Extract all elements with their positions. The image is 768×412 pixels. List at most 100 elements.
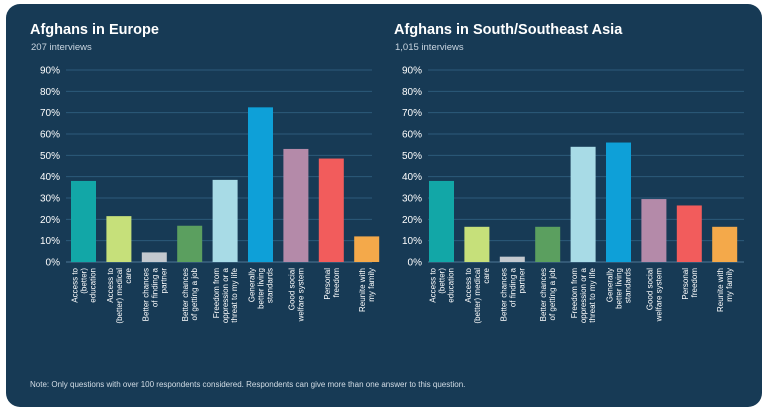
europe-x-tick-label-line: Better chances — [181, 268, 190, 321]
europe-x-tick-label: Access to (better) education — [71, 267, 98, 302]
europe-y-tick-label: 0% — [46, 258, 61, 269]
asia-x-tick-label: Freedom from oppression or a threat to my … — [570, 267, 597, 323]
asia-y-tick-label: 80% — [402, 87, 422, 98]
asia-y-tick-label: 0% — [408, 258, 423, 269]
asia-x-tick-label-line: freedom — [690, 268, 699, 298]
europe-x-tick-label-line: oppression or a — [221, 267, 230, 323]
europe-x-tick-label-line: Access to — [106, 267, 115, 302]
asia-x-tick-label-line: education — [447, 268, 456, 303]
asia-x-tick-label: Better chances of finding a partner — [499, 267, 526, 321]
asia-x-tick-label-line: Access to — [464, 267, 473, 302]
europe-bar-6 — [248, 107, 273, 262]
asia-bar-7 — [641, 199, 667, 262]
europe-y-tick-label: 60% — [40, 130, 60, 141]
asia-chart-title: Afghans in South/Southeast Asia — [394, 22, 623, 38]
footnote: Note: Only questions with over 100 respo… — [30, 380, 466, 389]
asia-bar-8 — [676, 205, 702, 262]
asia-x-tick-label: Good social welfare system — [645, 268, 663, 323]
europe-bar-1 — [71, 180, 96, 262]
asia-y-tick-label: 10% — [402, 236, 422, 247]
asia-x-tick-label-line: oppression or a — [579, 267, 588, 323]
europe-y-tick-label: 30% — [40, 194, 60, 205]
asia-x-tick-label: Personal freedom — [681, 268, 699, 300]
europe-y-tick-label: 10% — [40, 236, 60, 247]
asia-x-tick-label-line: Freedom from — [570, 268, 579, 319]
asia-bar-chart: 0%10%20%30%40%50%60%70%80%90%Access to (b… — [402, 66, 744, 324]
europe-y-tick-label: 70% — [40, 108, 60, 119]
europe-bar-9 — [354, 236, 380, 262]
asia-x-tick-label-line: (better) — [438, 268, 447, 294]
asia-bar-4 — [535, 226, 561, 262]
europe-x-tick-label-line: Generally — [248, 268, 257, 302]
europe-bar-3 — [141, 252, 167, 262]
asia-bar-2 — [464, 226, 490, 262]
asia-y-tick-label: 90% — [402, 66, 422, 77]
europe-x-tick-label-line: standards — [266, 268, 275, 303]
europe-x-tick-label-line: Access to — [71, 267, 80, 302]
europe-x-tick-label-line: freedom — [332, 268, 341, 298]
europe-bar-7 — [283, 148, 309, 262]
asia-x-tick-label-line: Access to — [429, 267, 438, 302]
asia-x-tick-label-line: threat to my life — [588, 267, 597, 322]
asia-bar-1 — [429, 180, 454, 262]
asia-x-tick-label-line: Reunite with — [716, 268, 725, 312]
europe-x-tick-label: Generally better living standards — [248, 268, 275, 309]
asia-y-tick-label: 40% — [402, 172, 422, 183]
europe-x-tick-label-line: threat to my life — [230, 267, 239, 322]
europe-x-tick-label: Freedom from oppression or a threat to my … — [212, 267, 239, 323]
asia-x-tick-label-line: Good social — [645, 268, 654, 310]
asia-x-tick-label-line: of finding a — [508, 267, 517, 307]
europe-x-tick-label: Better chances of getting a job — [181, 267, 199, 321]
asia-x-tick-label-line: Better chances — [499, 268, 508, 321]
asia-x-tick-label-line: partner — [517, 268, 526, 294]
asia-x-tick-label-line: Personal — [681, 268, 690, 300]
europe-x-tick-label-line: (better) — [80, 268, 89, 294]
europe-x-tick-label-line: Good social — [287, 268, 296, 310]
europe-y-tick-label: 40% — [40, 172, 60, 183]
europe-bar-2 — [106, 216, 132, 262]
asia-x-tick-label-line: of getting a job — [548, 267, 557, 320]
europe-x-tick-label-line: Reunite with — [358, 268, 367, 312]
europe-x-tick-label-line: care — [124, 267, 133, 283]
asia-y-tick-label: 20% — [402, 215, 422, 226]
asia-x-tick-label-line: (better) medical — [473, 268, 482, 324]
europe-bar-5 — [212, 179, 238, 262]
asia-y-tick-label: 70% — [402, 108, 422, 119]
asia-y-tick-label: 50% — [402, 151, 422, 162]
europe-chart-subtitle: 207 interviews — [31, 42, 92, 53]
europe-x-tick-label-line: (better) medical — [115, 268, 124, 324]
asia-bar-5 — [570, 146, 596, 262]
asia-x-tick-label-line: Generally — [606, 268, 615, 302]
asia-x-tick-label-line: standards — [624, 268, 633, 303]
europe-x-tick-label: Good social welfare system — [287, 268, 305, 323]
europe-x-tick-label-line: welfare system — [296, 268, 305, 323]
asia-bar-6 — [606, 142, 631, 262]
europe-x-tick-label-line: of getting a job — [190, 267, 199, 320]
europe-bar-4 — [177, 225, 203, 262]
europe-x-tick-label-line: education — [89, 268, 98, 303]
europe-x-tick-label-line: Better chances — [141, 268, 150, 321]
europe-bar-chart: 0%10%20%30%40%50%60%70%80%90%Access to (b… — [40, 66, 380, 324]
asia-x-tick-label: Reunite with my family — [716, 268, 734, 312]
europe-y-tick-label: 90% — [40, 66, 60, 77]
europe-x-tick-label: Reunite with my family — [358, 268, 376, 312]
asia-x-tick-label: Generally better living standards — [606, 268, 633, 309]
asia-x-tick-label-line: welfare system — [654, 268, 663, 323]
europe-x-tick-label: Better chances of finding a partner — [141, 267, 168, 321]
europe-x-tick-label-line: of finding a — [150, 267, 159, 307]
asia-bar-9 — [712, 226, 738, 262]
asia-chart-subtitle: 1,015 interviews — [395, 42, 464, 53]
asia-x-tick-label: Access to (better) medical care — [464, 267, 491, 323]
europe-x-tick-label-line: my family — [367, 268, 376, 302]
asia-y-tick-label: 30% — [402, 194, 422, 205]
europe-chart-title: Afghans in Europe — [30, 22, 159, 38]
asia-x-tick-label: Better chances of getting a job — [539, 267, 557, 321]
chart-card: Afghans in Europe 207 interviews Afghans… — [6, 4, 762, 407]
europe-y-tick-label: 80% — [40, 87, 60, 98]
europe-bar-8 — [318, 158, 344, 262]
europe-x-tick-label-line: Personal — [323, 268, 332, 300]
europe-x-tick-label-line: better living — [257, 268, 266, 309]
asia-x-tick-label: Access to (better) education — [429, 267, 456, 302]
europe-y-tick-label: 20% — [40, 215, 60, 226]
europe-x-tick-label-line: partner — [159, 268, 168, 294]
